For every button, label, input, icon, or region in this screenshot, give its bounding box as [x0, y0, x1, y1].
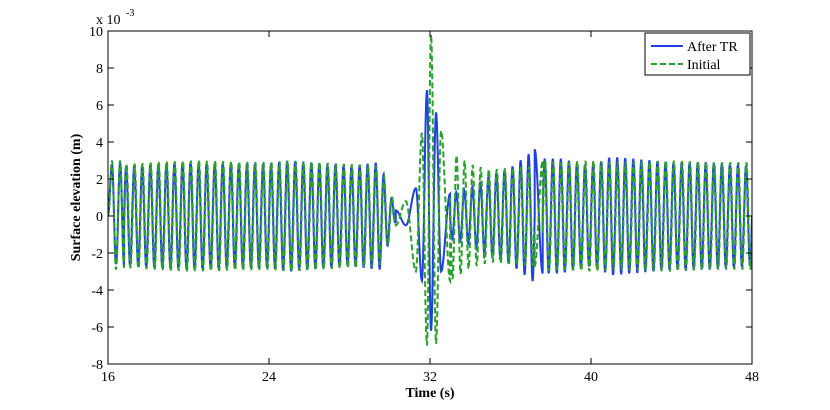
y-tick-label: 2	[96, 173, 103, 188]
series-layer	[108, 34, 752, 346]
legend-label: After TR	[687, 40, 738, 55]
y-tick-label: -4	[91, 284, 103, 299]
y-scale-base: x 10	[96, 13, 121, 28]
y-axis-label: Surface elevation (m)	[69, 133, 84, 261]
y-scale-exponent: -3	[126, 8, 134, 19]
legend-box	[644, 32, 751, 76]
y-scale-note: x 10 -3	[96, 8, 134, 28]
x-tick-label: 40	[584, 370, 598, 385]
y-tick-label: 8	[96, 62, 103, 77]
y-tick-label: 4	[96, 136, 103, 151]
series-line-initial	[108, 34, 752, 346]
x-tick-label: 32	[423, 370, 437, 385]
x-tick-label: 48	[745, 370, 759, 385]
legend-label: Initial	[687, 58, 721, 73]
x-axis-label: Time (s)	[405, 386, 454, 401]
y-tick-label: 10	[89, 25, 103, 40]
y-tick-label: -8	[91, 358, 103, 373]
x-tick-label: 24	[262, 370, 276, 385]
y-tick-label: -2	[91, 247, 103, 262]
x-tick-label: 16	[101, 370, 115, 385]
legend: After TR Initial	[644, 32, 751, 76]
y-tick-label: 6	[96, 99, 103, 114]
y-tick-label: -6	[91, 321, 103, 336]
y-tick-label: 0	[96, 210, 103, 225]
